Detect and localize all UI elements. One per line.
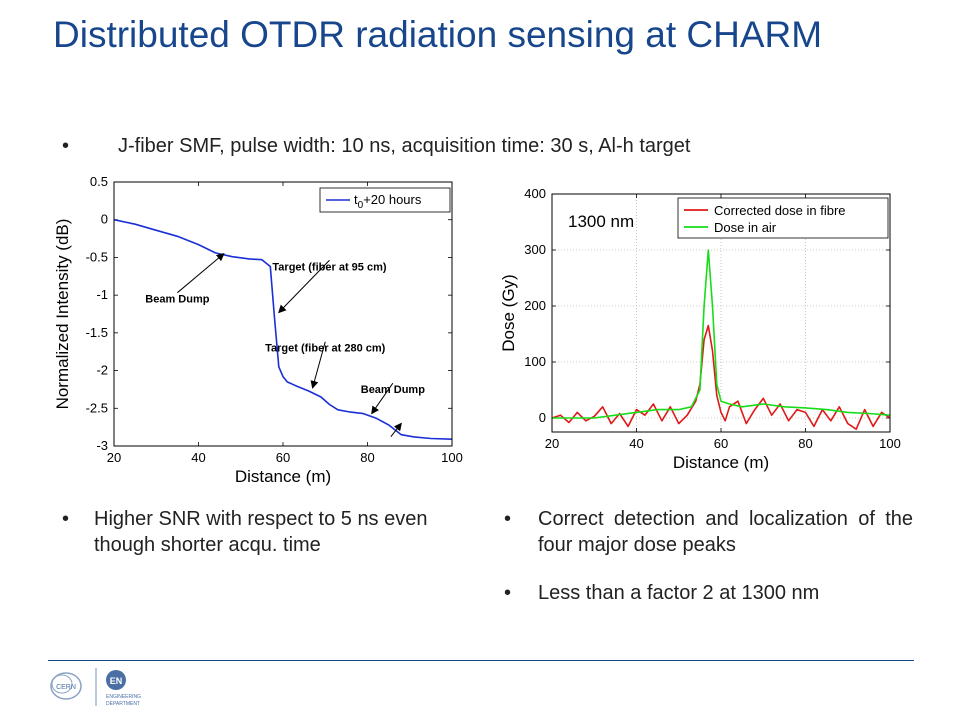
c2-xtick-label: 100 xyxy=(879,436,901,451)
c1-xtick-label: 100 xyxy=(441,450,463,465)
c1-ytick-label: -2.5 xyxy=(86,400,108,415)
c1-ytick-label: 0 xyxy=(101,212,108,227)
c1-annotation-3: Beam Dump xyxy=(361,384,425,396)
c2-xtick-label: 40 xyxy=(629,436,643,451)
c2-ylabel: Dose (Gy) xyxy=(499,274,518,351)
c2-ytick-label: 0 xyxy=(539,410,546,425)
footer-divider xyxy=(48,660,914,661)
en-logo: EN ENGINEERING DEPARTMENT xyxy=(106,670,141,707)
c1-xtick-label: 60 xyxy=(276,450,290,465)
subtitle-text: J-fiber SMF, pulse width: 10 ns, acquisi… xyxy=(118,135,691,157)
right-bullet-1-text: Correct detection and localization of th… xyxy=(538,508,913,556)
c1-xlabel: Distance (m) xyxy=(235,467,331,486)
c1-annotation-arrow-4 xyxy=(390,422,402,437)
bullet-dot: • xyxy=(62,135,70,157)
en-logo-text: EN xyxy=(110,676,123,686)
c1-annotation-1: Target (fiber at 95 cm) xyxy=(272,261,386,273)
c1-xtick-label: 80 xyxy=(360,450,374,465)
c1-ytick-label: -2 xyxy=(96,363,108,378)
c2-ytick-label: 400 xyxy=(524,186,546,201)
bullet-dot: • xyxy=(504,582,512,604)
c2-ytick-label: 300 xyxy=(524,242,546,257)
cern-logo: CERN xyxy=(50,672,82,700)
c2-plot-frame xyxy=(551,193,891,433)
intensity-chart: 20 40 60 80 100 -3 -2.5 -2 -1.5 -1 -0.5 0 0.5 Distanc… xyxy=(53,174,463,486)
c1-xtick-label: 40 xyxy=(191,450,205,465)
c2-xtick-label: 80 xyxy=(798,436,812,451)
left-bullet-text: Higher SNR with respect to 5 ns even tho… xyxy=(94,508,428,556)
c1-annotation-0: Beam Dump xyxy=(145,294,209,306)
right-bullet-2-text: Less than a factor 2 at 1300 nm xyxy=(538,582,820,604)
bullet-dot: • xyxy=(504,508,512,530)
footer-logos: CERN EN ENGINEERING DEPARTMENT xyxy=(50,668,141,707)
c1-annotation-arrow-2 xyxy=(310,341,326,389)
c1-xtick-label: 20 xyxy=(107,450,121,465)
c1-ytick-label: -3 xyxy=(96,438,108,453)
c1-legend-label: t0+20 hours xyxy=(354,192,422,211)
c1-series-line-0 xyxy=(113,218,453,440)
c1-annotation-arrow-0 xyxy=(177,253,225,294)
c2-inset-label: 1300 nm xyxy=(568,212,634,231)
c2-legend-label-1: Dose in air xyxy=(714,220,777,235)
cern-logo-text: CERN xyxy=(56,684,76,691)
bullet-dot: • xyxy=(62,508,70,530)
c2-series-line-1 xyxy=(552,249,891,419)
dose-chart: 20 40 60 80 100 0 100 200 300 400 Distance (m) Dose… xyxy=(499,186,901,472)
c2-series-line-0 xyxy=(551,324,891,430)
c2-xtick-label: 60 xyxy=(714,436,728,451)
c1-ytick-label: -0.5 xyxy=(86,249,108,264)
c2-xlabel: Distance (m) xyxy=(673,453,769,472)
c1-plot-area xyxy=(114,182,452,446)
c2-xtick-label: 20 xyxy=(545,436,559,451)
c1-annotation-2: Target (fiber at 280 cm) xyxy=(265,343,386,355)
slide-title: Distributed OTDR radiation sensing at CH… xyxy=(53,14,823,55)
c2-legend-box xyxy=(677,197,889,239)
dept-line-2: DEPARTMENT xyxy=(106,701,140,707)
dept-line-1: ENGINEERING xyxy=(106,694,141,700)
c2-ytick-label: 100 xyxy=(524,354,546,369)
c1-ytick-label: 0.5 xyxy=(90,174,108,189)
c1-ytick-label: -1.5 xyxy=(86,325,108,340)
c1-ylabel: Normalized Intensity (dB) xyxy=(53,219,72,410)
c1-ytick-label: -1 xyxy=(96,287,108,302)
c2-ytick-label: 200 xyxy=(524,298,546,313)
c1-annotation-arrow-3 xyxy=(371,382,394,415)
c1-annotation-arrow-1 xyxy=(278,259,330,314)
c1-plot-frame xyxy=(113,181,453,447)
c2-legend-label-0: Corrected dose in fibre xyxy=(714,203,846,218)
